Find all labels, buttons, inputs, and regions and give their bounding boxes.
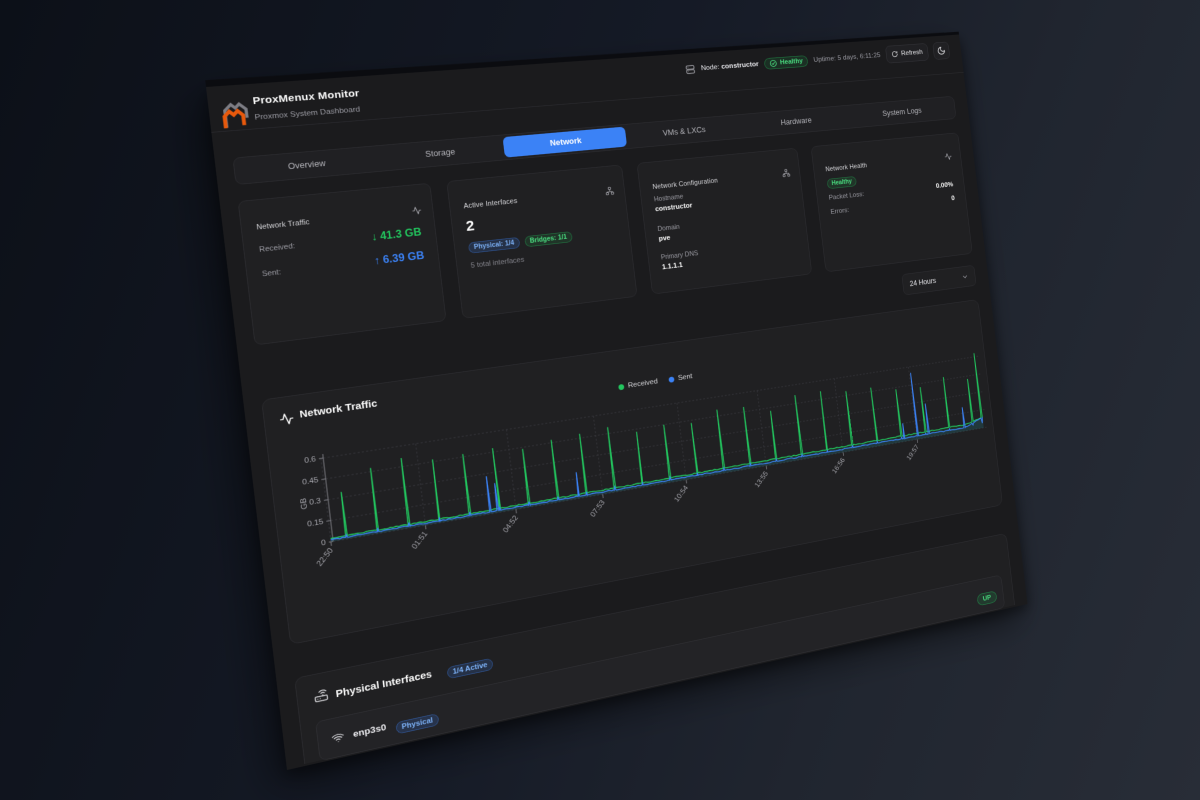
- svg-text:0: 0: [321, 538, 327, 548]
- svg-text:10:54: 10:54: [672, 483, 690, 503]
- svg-text:GB: GB: [298, 497, 309, 510]
- svg-text:0.45: 0.45: [302, 475, 320, 487]
- svg-text:0.3: 0.3: [309, 496, 322, 507]
- svg-text:0.6: 0.6: [304, 454, 317, 465]
- svg-text:0.15: 0.15: [307, 517, 325, 529]
- svg-text:22:50: 22:50: [314, 546, 335, 568]
- svg-text:01:51: 01:51: [409, 529, 429, 550]
- svg-text:04:52: 04:52: [501, 513, 520, 534]
- svg-text:07:53: 07:53: [588, 498, 606, 518]
- svg-text:19:57: 19:57: [905, 443, 921, 462]
- svg-text:13:55: 13:55: [753, 469, 770, 488]
- svg-text:16:56: 16:56: [830, 456, 846, 475]
